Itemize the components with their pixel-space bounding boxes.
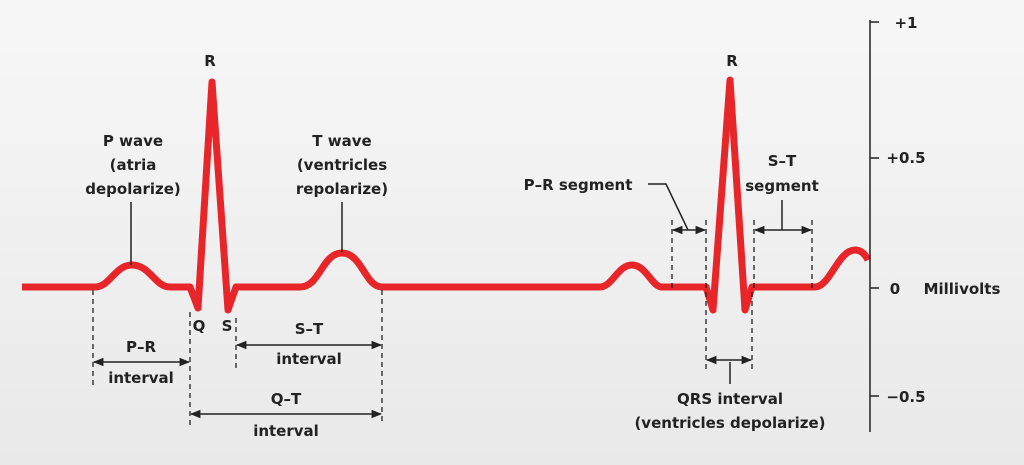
tick-label: +1 xyxy=(894,14,917,32)
line: repolarize) xyxy=(296,180,388,198)
s-label: S xyxy=(222,317,233,335)
q-label: Q xyxy=(193,317,206,335)
line: QRS interval xyxy=(677,390,783,408)
line: Q–T xyxy=(271,390,302,408)
qrs-interval-label: QRS interval (ventricles depolarize) xyxy=(634,390,825,432)
line: interval xyxy=(108,369,174,387)
line: P wave xyxy=(103,132,163,150)
st-segment-label: S–T segment xyxy=(745,152,819,195)
peak-label: R xyxy=(204,52,216,70)
line: P–R xyxy=(126,338,156,356)
line: T wave xyxy=(312,132,371,150)
tick-label: 0 xyxy=(890,280,900,298)
tick-label: −0.5 xyxy=(886,388,925,406)
line: interval xyxy=(276,350,342,368)
qt-interval-label: Q–T interval xyxy=(253,390,319,440)
tick-label: +0.5 xyxy=(886,149,925,167)
t-wave-label: T wave (ventricles repolarize) xyxy=(296,132,388,198)
ecg-trace xyxy=(22,76,872,314)
axis-ticks xyxy=(870,21,879,397)
p-wave-label: P wave (atria depolarize) xyxy=(85,132,181,198)
line: (ventricles xyxy=(297,156,387,174)
line: (atria xyxy=(110,156,157,174)
st-interval-label: S–T interval xyxy=(276,320,342,368)
pr-interval-label: P–R interval xyxy=(108,338,174,387)
axis-label: Millivolts xyxy=(924,280,1001,298)
pointer xyxy=(648,183,689,231)
pr-segment-label: P–R segment xyxy=(524,176,633,194)
line: depolarize) xyxy=(85,180,181,198)
line: S–T xyxy=(295,320,324,338)
peak-label: R xyxy=(726,52,738,70)
line: interval xyxy=(253,422,319,440)
line: (ventricles depolarize) xyxy=(634,414,825,432)
line: S–T xyxy=(768,152,797,170)
line: segment xyxy=(745,177,819,195)
